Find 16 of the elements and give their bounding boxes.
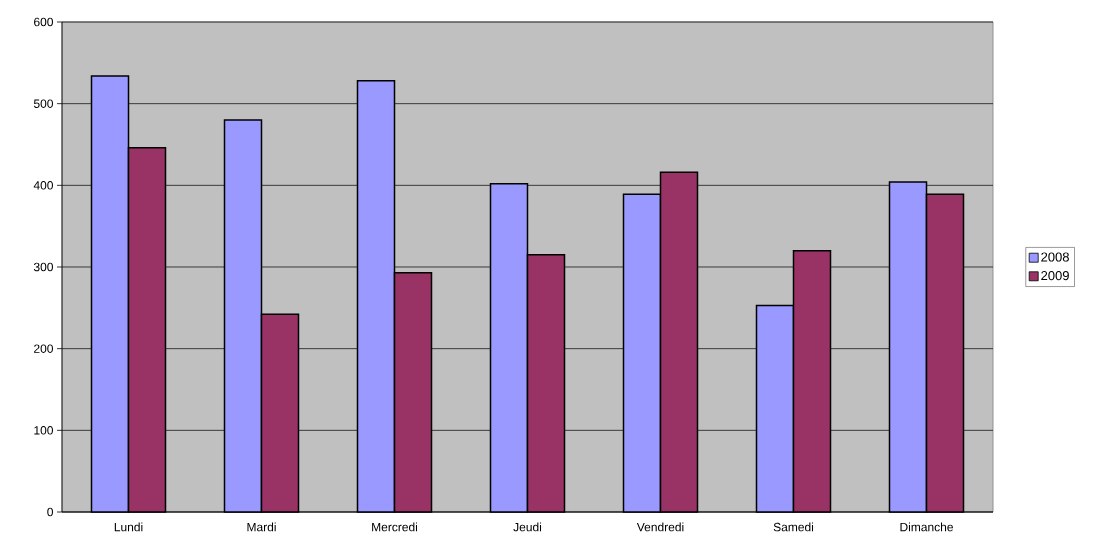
y-tick-label: 500: [33, 99, 53, 108]
y-tick-label: 200: [34, 344, 53, 353]
x-tick-label: Jeudi: [513, 522, 542, 532]
y-tick-label: 0: [47, 507, 53, 517]
x-tick-label: Mercredi: [372, 522, 418, 532]
legend-label: 2008: [1041, 252, 1069, 262]
y-tick-label: 600: [34, 17, 53, 27]
x-tick-label: Vendredi: [636, 522, 684, 532]
y-tick-label: 100: [34, 426, 53, 435]
legend-label: 2009: [1041, 270, 1069, 281]
y-tick-label: 400: [33, 181, 53, 190]
x-tick-label: Lundi: [114, 522, 143, 532]
x-tick-label: Dimanche: [900, 522, 953, 532]
x-tick-label: Samedi: [773, 522, 814, 532]
x-tick-label: Mardi: [247, 522, 276, 532]
y-tick-label: 300: [33, 262, 53, 272]
